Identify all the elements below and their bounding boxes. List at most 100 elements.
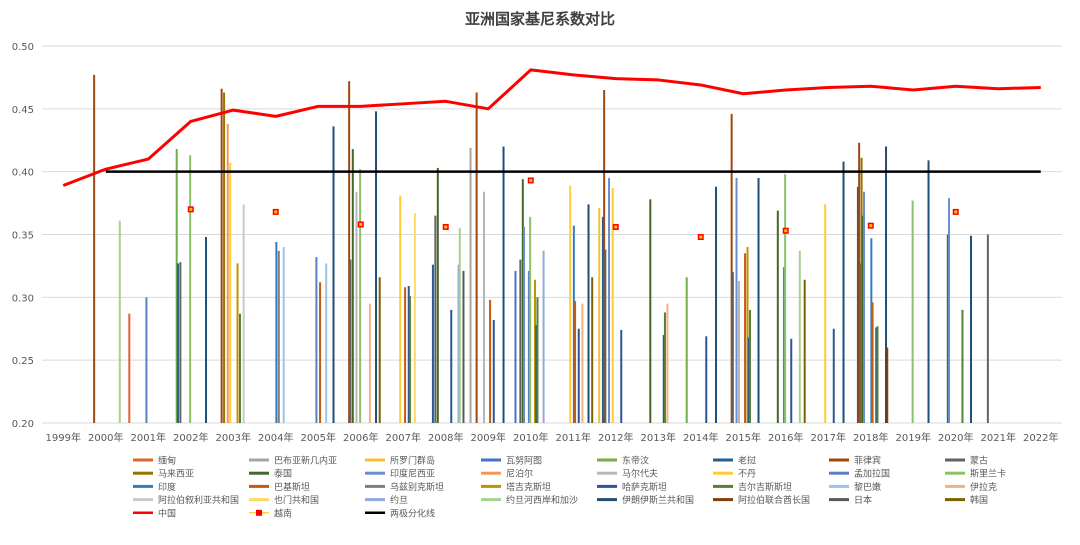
legend-label: 马尔代夫 [622,468,658,480]
bar [118,220,121,423]
legend-label: 约旦 [390,494,408,506]
legend-swatch [713,471,733,475]
legend-item: 也门共和国 [249,494,319,506]
bar [715,186,718,423]
legend-swatch [713,498,733,502]
legend-swatch [829,484,849,488]
bar [502,146,505,423]
legend-swatch [597,498,617,502]
bar [970,235,973,423]
legend-item: 韩国 [945,494,988,506]
bar [489,299,492,423]
bar [731,272,734,423]
legend-swatch [365,484,385,488]
bar [236,263,239,423]
bar [611,188,614,423]
bar [649,199,652,423]
legend-item: 阿拉伯联合酋长国 [713,494,810,506]
legend-label: 菲律宾 [854,455,881,467]
bar [581,303,584,423]
legend-swatch [713,484,733,488]
x-axis-ticks: 1999年 2000年 2001年 2002年 2003年 2004年 2005年 2006年… [46,431,1059,444]
legend-item: 尼泊尔 [481,468,533,480]
bar [436,167,439,423]
y-tick-label: 0.40 [12,168,34,179]
legend-item: 约旦河西岸和加沙 [481,494,578,506]
x-tick-label: 2013年 [641,431,676,444]
legend-swatch [597,484,617,488]
bar [927,160,930,424]
bar-series-layer [93,74,989,424]
bar [620,330,623,423]
bar [93,74,96,424]
legend-item: 印度尼西亚 [365,468,435,480]
legend-label: 伊拉克 [970,481,997,493]
legend-swatch [365,471,385,475]
bar [176,263,179,423]
legend-swatch [133,458,153,462]
legend-label: 巴基斯坦 [274,481,310,493]
bar [407,286,410,423]
legend-swatch [133,484,153,488]
bar [238,313,241,423]
legend-swatch [133,471,153,475]
x-tick-label: 2017年 [811,431,846,444]
bar [175,149,178,424]
bar [885,146,888,423]
x-tick-label: 2003年 [216,431,251,444]
legend-item: 中国 [133,507,176,519]
legend-label: 所罗门群岛 [390,455,435,467]
bar [351,149,354,424]
x-tick-label: 2021年 [981,431,1016,444]
legend-item: 菲律宾 [829,455,881,467]
bar [319,282,322,423]
bar [431,264,434,423]
legend-label: 巴布亚新几内亚 [274,455,337,467]
bar [784,174,787,423]
legend-swatch [365,458,385,462]
legend-label: 斯里兰卡 [970,468,1006,480]
bar [535,324,538,423]
legend-item: 斯里兰卡 [945,468,1006,480]
series-marker-center [189,207,193,211]
legend-label: 缅甸 [158,455,176,467]
bar [663,312,666,423]
bar [746,247,749,423]
bar [325,263,328,423]
bar [735,177,738,423]
y-tick-label: 0.30 [12,293,34,304]
x-tick-label: 2014年 [683,431,718,444]
bar [608,177,611,423]
bar [986,234,989,423]
x-tick-label: 2016年 [768,431,803,444]
bar [275,242,278,423]
legend-label: 不丹 [738,469,756,480]
bar [457,264,460,423]
legend-item: 伊朗伊斯兰共和国 [597,494,694,506]
bar [359,169,362,423]
x-tick-label: 2020年 [938,431,973,444]
legend-swatch [713,458,733,462]
bar [450,309,453,423]
y-tick-label: 0.20 [12,419,34,430]
bar [737,281,740,423]
legend-item: 所罗门群岛 [365,455,435,467]
legend-label: 日本 [854,494,872,506]
legend-item: 越南 [249,507,292,519]
x-tick-label: 2005年 [301,431,336,444]
legend-swatch [249,471,269,475]
x-tick-label: 2006年 [343,431,378,444]
bar [842,161,845,424]
bar [529,216,532,423]
bar [747,337,750,423]
x-tick-label: 2001年 [131,431,166,444]
series-line [62,68,1041,187]
bar [577,328,580,423]
series-marker-center [699,235,703,239]
series-marker-center [444,225,448,229]
bar [757,177,760,423]
grid-lines [42,45,1062,424]
x-tick-label: 2004年 [258,431,293,444]
bar [604,249,607,423]
